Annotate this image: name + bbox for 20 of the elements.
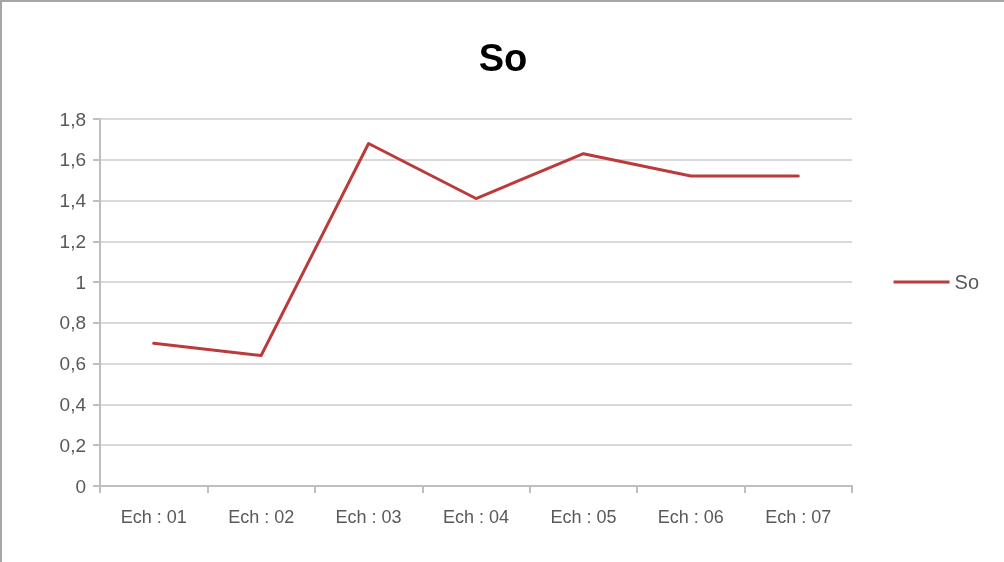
- y-tick-label: 1,4: [59, 190, 87, 212]
- x-tick-label: Ech : 01: [120, 507, 187, 527]
- x-tick-label: Ech : 07: [765, 507, 832, 527]
- chart-title: So: [478, 37, 528, 79]
- y-tick-label: 1,8: [59, 108, 86, 130]
- x-tick-label: Ech : 05: [550, 507, 617, 527]
- y-tick-label: 0,6: [59, 353, 86, 375]
- x-tick-label: Ech : 06: [657, 507, 724, 527]
- y-tick-label: 1: [75, 271, 86, 293]
- y-tick-label: 0,2: [59, 434, 86, 456]
- x-tick-label: Ech : 02: [228, 507, 295, 527]
- legend-label: So: [954, 271, 980, 293]
- y-tick-label: 0,8: [59, 312, 86, 334]
- y-tick-label: 1,6: [59, 149, 86, 171]
- x-tick-label: Ech : 03: [335, 507, 402, 527]
- y-tick-label: 0: [75, 475, 86, 497]
- y-tick-label: 1,2: [59, 230, 86, 252]
- y-tick-label: 0,4: [59, 393, 87, 415]
- x-tick-label: Ech : 04: [442, 507, 510, 527]
- line-series: [152, 141, 800, 358]
